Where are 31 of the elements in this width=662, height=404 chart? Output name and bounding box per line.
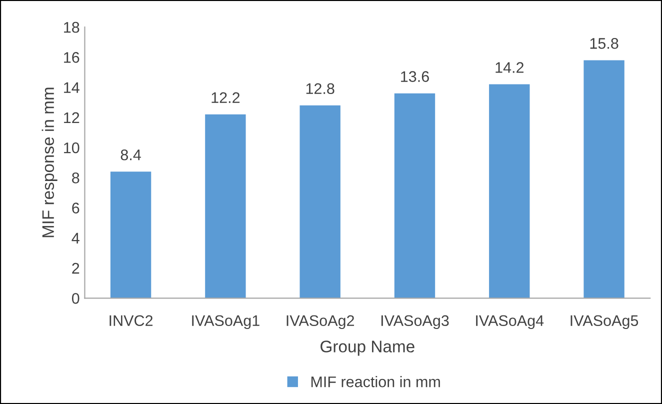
data-label: 14.2 xyxy=(496,62,524,73)
y-axis-title: MIF response in mm xyxy=(42,88,58,238)
y-tick-label: 18 xyxy=(64,22,80,33)
data-label: 8.4 xyxy=(120,149,141,160)
x-tick-label: IVASoAg4 xyxy=(476,315,544,330)
bar xyxy=(489,84,530,298)
y-tick-label: 12 xyxy=(64,112,80,123)
data-label: 12.8 xyxy=(306,83,334,94)
x-tick-label: INVC2 xyxy=(110,315,153,326)
y-tick-label: 4 xyxy=(72,232,80,244)
y-tick-label: 10 xyxy=(64,142,80,154)
x-tick-label: IVASoAg2 xyxy=(286,315,354,330)
x-tick-label: IVASoAg3 xyxy=(381,315,449,330)
y-tick-label: 14 xyxy=(64,82,80,93)
bar xyxy=(584,60,624,298)
data-label: 15.8 xyxy=(590,38,618,49)
bar xyxy=(110,172,152,298)
bar xyxy=(394,93,436,298)
y-tick-label: 0 xyxy=(72,293,80,304)
x-axis-title: Group Name xyxy=(320,340,414,356)
data-label: 13.6 xyxy=(401,71,429,82)
x-tick-label: IVASoAg1 xyxy=(192,315,260,330)
x-tick-label: IVASoAg5 xyxy=(570,315,638,330)
y-tick-label: 8 xyxy=(72,172,80,184)
y-tick-label: 6 xyxy=(72,202,80,214)
bar xyxy=(205,114,246,298)
data-label: 12.2 xyxy=(212,92,240,103)
y-tick-label: 16 xyxy=(64,52,80,63)
bar xyxy=(300,105,340,298)
legend-label: MIF reaction in mm xyxy=(311,376,440,388)
y-tick-label: 2 xyxy=(72,262,80,274)
